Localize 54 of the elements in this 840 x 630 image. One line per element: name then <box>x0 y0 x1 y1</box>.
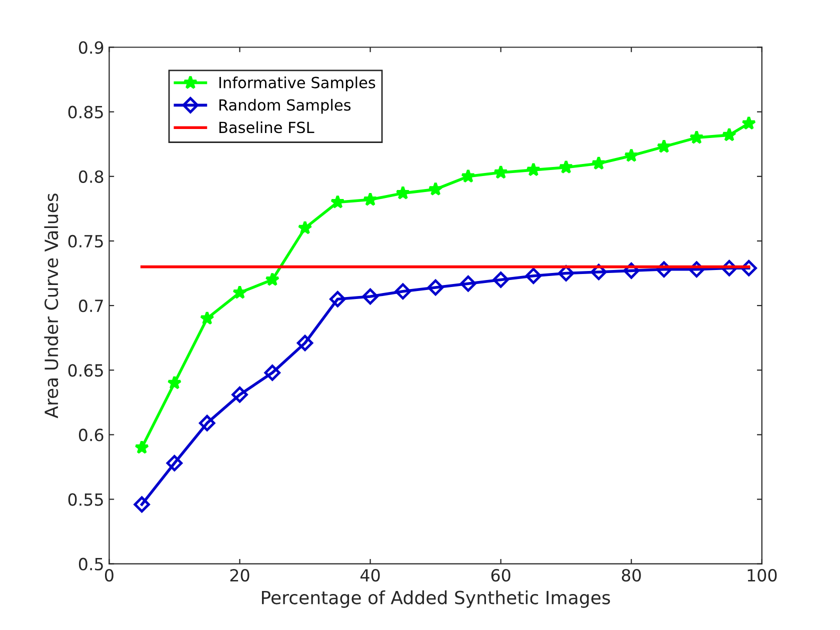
point <box>363 192 378 206</box>
x-tick-label: 0 <box>104 569 114 582</box>
point <box>394 283 412 300</box>
point <box>265 272 280 286</box>
point <box>330 194 345 209</box>
point <box>558 160 574 174</box>
point <box>232 386 248 403</box>
y-tick-label: 0.5 <box>78 558 103 570</box>
y-tick-label: 0.55 <box>68 493 103 506</box>
y-tick-label: 0.65 <box>68 364 103 377</box>
point <box>330 290 346 308</box>
point <box>427 279 444 296</box>
point <box>232 285 247 299</box>
point <box>428 182 443 196</box>
y-tick-label: 0.6 <box>78 428 104 442</box>
point <box>264 364 280 381</box>
point <box>525 268 542 284</box>
point <box>298 220 312 234</box>
point <box>742 116 756 130</box>
point <box>134 496 150 513</box>
legend-label: Random Samples <box>219 98 351 114</box>
y-tick-label: 0.9 <box>78 41 104 54</box>
point <box>624 148 639 162</box>
x-tick-label: 60 <box>491 569 510 582</box>
point <box>494 165 508 179</box>
point <box>166 454 183 472</box>
point <box>722 128 736 142</box>
point <box>296 334 314 352</box>
point <box>492 272 509 288</box>
y-tick-label: 0.75 <box>68 234 103 248</box>
point <box>362 288 378 305</box>
y-tick-label: 0.8 <box>78 170 104 183</box>
point <box>198 414 216 432</box>
y-tick-label: 0.85 <box>68 106 103 118</box>
x-tick-label: 100 <box>748 569 777 582</box>
point <box>689 130 704 144</box>
point <box>740 260 757 276</box>
point <box>396 186 410 200</box>
point <box>656 139 672 153</box>
x-tick-label: 20 <box>230 569 250 582</box>
point <box>200 310 214 325</box>
point <box>167 376 182 390</box>
legend-label: Informative Samples <box>219 76 376 92</box>
x-tick-label: 40 <box>360 569 380 582</box>
point <box>592 156 606 170</box>
point <box>526 162 541 176</box>
x-axis-title: Percentage of Added Synthetic Images <box>262 590 610 608</box>
legend-label: Baseline FSL <box>219 121 314 134</box>
point <box>460 275 476 292</box>
y-tick-label: 0.7 <box>78 300 103 312</box>
point <box>460 168 476 183</box>
point <box>134 440 150 454</box>
y-axis-title: Area Under Curve Values <box>44 194 58 418</box>
x-tick-label: 80 <box>622 569 641 582</box>
